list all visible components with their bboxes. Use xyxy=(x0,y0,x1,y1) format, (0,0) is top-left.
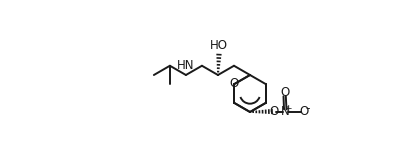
Text: O: O xyxy=(280,86,290,99)
Text: +: + xyxy=(284,104,291,113)
Text: O: O xyxy=(270,105,279,118)
Text: N: N xyxy=(280,105,290,118)
Text: O: O xyxy=(230,77,239,90)
Text: HN: HN xyxy=(177,59,194,72)
Text: -: - xyxy=(305,102,309,115)
Text: O: O xyxy=(299,105,309,118)
Text: HO: HO xyxy=(209,39,228,52)
